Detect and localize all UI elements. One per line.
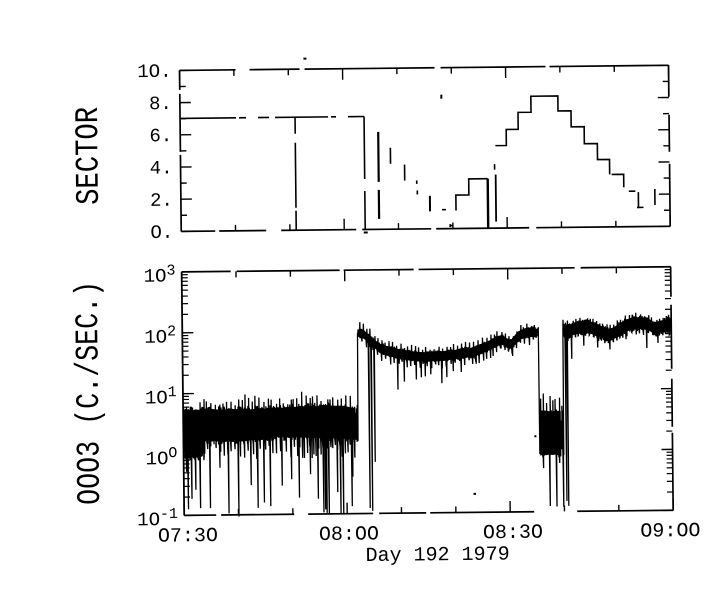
svg-text:O9:OO: O9:OO bbox=[640, 520, 700, 544]
svg-text:1O3: 1O3 bbox=[144, 262, 176, 287]
svg-text:8.: 8. bbox=[149, 93, 172, 115]
svg-text:1O.: 1O. bbox=[137, 61, 171, 83]
svg-text:SECTOR: SECTOR bbox=[70, 107, 108, 205]
svg-text:2.: 2. bbox=[150, 190, 173, 212]
svg-text:O.: O. bbox=[150, 222, 173, 244]
svg-text:Day 192 1979: Day 192 1979 bbox=[366, 543, 510, 568]
svg-text:6.: 6. bbox=[149, 125, 172, 147]
svg-text:O7:3O: O7:3O bbox=[158, 525, 218, 549]
svg-text:O8:3O: O8:3O bbox=[483, 522, 543, 546]
svg-text:OOO3 (C./SEC.): OOO3 (C./SEC.) bbox=[70, 281, 109, 505]
svg-text:4.: 4. bbox=[150, 157, 173, 179]
svg-text:O8:OO: O8:OO bbox=[319, 523, 379, 547]
